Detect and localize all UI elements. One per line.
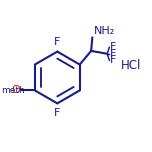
Text: F: F — [54, 37, 60, 47]
Text: O: O — [12, 85, 20, 95]
Text: meth: meth — [1, 86, 25, 95]
Text: NH₂: NH₂ — [94, 26, 115, 36]
Text: HCl: HCl — [121, 59, 142, 72]
Text: F: F — [110, 49, 116, 59]
Text: F: F — [53, 108, 60, 118]
Text: F: F — [110, 42, 116, 52]
Text: F: F — [110, 55, 116, 65]
